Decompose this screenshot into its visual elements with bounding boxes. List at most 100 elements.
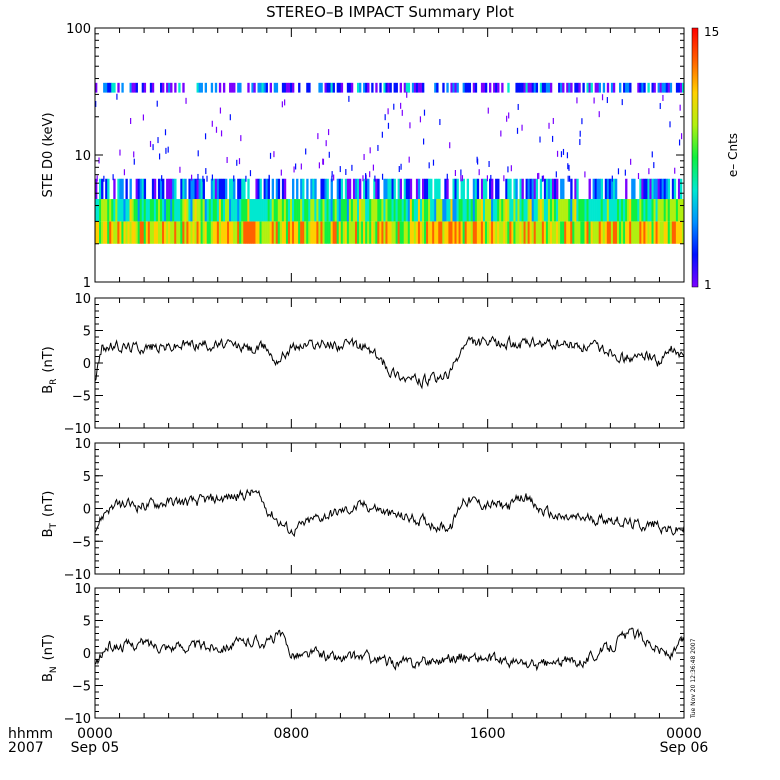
spectrogram-cell xyxy=(663,199,667,222)
spectrogram-cell xyxy=(422,82,425,93)
y-tick-label: −10 xyxy=(64,568,91,583)
spectrogram-cell xyxy=(155,221,159,244)
spectrogram-cell xyxy=(153,199,157,222)
spectrogram-cell xyxy=(568,199,571,222)
spectrogram-cell xyxy=(330,221,333,244)
spectrogram-cell xyxy=(344,221,348,244)
spectrogram-cell xyxy=(314,178,317,200)
spectrogram-cell xyxy=(251,199,254,222)
generation-timestamp: Tue Nov 20 12:36:48 2007 xyxy=(690,638,697,719)
spectrogram-cell xyxy=(302,199,305,222)
spectrogram-cell xyxy=(525,221,528,244)
spectrogram-cell xyxy=(133,221,136,244)
spectrogram-cell xyxy=(365,173,367,180)
time-axis-ticks xyxy=(94,28,685,718)
spectrogram-cell xyxy=(331,171,333,178)
bt-panel: 10 5 0 −5 −10 BT (nT) xyxy=(41,437,685,583)
spectrogram-cell xyxy=(579,130,581,137)
spectrogram-cell xyxy=(678,139,681,146)
spectrogram-cell xyxy=(503,221,506,244)
spectrogram-cell xyxy=(444,178,447,200)
spectrogram-cell xyxy=(342,221,346,244)
spectrogram-cell xyxy=(172,221,175,244)
spectrogram-cell xyxy=(519,199,522,222)
spectrogram-cell xyxy=(103,199,106,222)
spectrogram-cell xyxy=(336,82,340,93)
spectrogram-cell xyxy=(584,171,586,178)
spectrogram-cell xyxy=(379,199,382,222)
spectrogram-cell xyxy=(178,82,181,93)
spectrogram-cell xyxy=(165,147,167,154)
spectrogram-cell xyxy=(367,221,370,244)
spectrogram-cell xyxy=(263,199,266,222)
spectrogram-cell xyxy=(679,82,683,93)
spectrogram-cell xyxy=(119,178,122,200)
spectrogram-cell xyxy=(452,199,455,222)
spectrogram-cell xyxy=(647,221,650,244)
spectrogram-cell xyxy=(164,199,167,222)
spectrogram-cell xyxy=(397,221,400,244)
spectrogram-cell xyxy=(233,221,236,244)
spectrogram-cell xyxy=(413,199,417,222)
colorbar-max-label: 15 xyxy=(704,25,719,39)
spectrogram-cell xyxy=(139,178,143,200)
spectrogram-cell xyxy=(224,178,228,200)
spectrogram-cell xyxy=(273,221,277,244)
spectrogram-cell xyxy=(406,91,408,98)
spectrogram-cell xyxy=(661,199,664,222)
spectrogram-cell xyxy=(515,221,518,244)
spectrogram-cell xyxy=(572,199,575,222)
spectrogram-cell xyxy=(121,221,124,244)
spectrogram-cell xyxy=(393,103,395,110)
spectrogram-cell xyxy=(448,221,451,244)
spectrogram-cell xyxy=(312,221,315,244)
spectrogram-cell xyxy=(641,221,644,244)
spectrogram-cell xyxy=(407,199,411,222)
spectrogram-cell xyxy=(677,221,681,244)
spectrogram-cell xyxy=(346,221,350,244)
spectrogram-cell xyxy=(428,221,431,244)
spectrogram-cell xyxy=(139,199,143,222)
spectrogram-cell xyxy=(348,95,350,102)
spectrogram-cell xyxy=(231,221,234,244)
spectrogram-cell xyxy=(253,221,256,244)
spectrogram-cell xyxy=(434,82,437,93)
spectrogram-cell xyxy=(621,199,624,222)
colorbar-scale xyxy=(691,27,699,288)
spectrogram-cell xyxy=(212,221,216,244)
bn-y-label-sub: N xyxy=(49,666,59,673)
spectrogram-cell xyxy=(582,221,585,244)
spectrogram-cell xyxy=(97,221,100,244)
spectrogram-cell xyxy=(556,221,559,244)
spectrogram-cell xyxy=(570,199,573,222)
spectrogram-cell xyxy=(507,199,510,222)
spectrogram-cell xyxy=(651,82,654,93)
spectrogram-cell xyxy=(535,221,539,244)
spectrogram-cell xyxy=(348,221,352,244)
br-y-label-sub: R xyxy=(49,379,59,385)
spectrogram-cell xyxy=(259,178,262,200)
spectrogram-cell xyxy=(377,199,380,222)
spectrogram-cell xyxy=(247,178,250,200)
spectrogram-cell xyxy=(220,199,224,222)
spectrogram-cell xyxy=(141,199,145,222)
spectrogram-cell xyxy=(432,159,435,166)
spectrogram-cell xyxy=(651,199,654,222)
spectrogram-cell xyxy=(325,140,327,147)
spectrogram-cell xyxy=(623,199,626,222)
spectrogram-cell xyxy=(363,153,365,160)
spectrogram-cell xyxy=(454,199,457,222)
spectrogram-cell xyxy=(543,199,547,222)
spectrogram-cell xyxy=(509,221,512,244)
spectrogram-cell xyxy=(398,166,400,173)
spectrogram-cell xyxy=(596,199,599,222)
spectrogram-cell xyxy=(556,178,559,200)
spectrogram-cell xyxy=(257,221,260,244)
spectrogram-cell xyxy=(503,199,506,222)
spectrogram-cell xyxy=(411,221,415,244)
spectrogram-cell xyxy=(495,199,498,222)
spectrogram-cell xyxy=(588,199,591,222)
spectrogram-cell xyxy=(194,221,197,244)
spectrogram-cell xyxy=(430,199,433,222)
